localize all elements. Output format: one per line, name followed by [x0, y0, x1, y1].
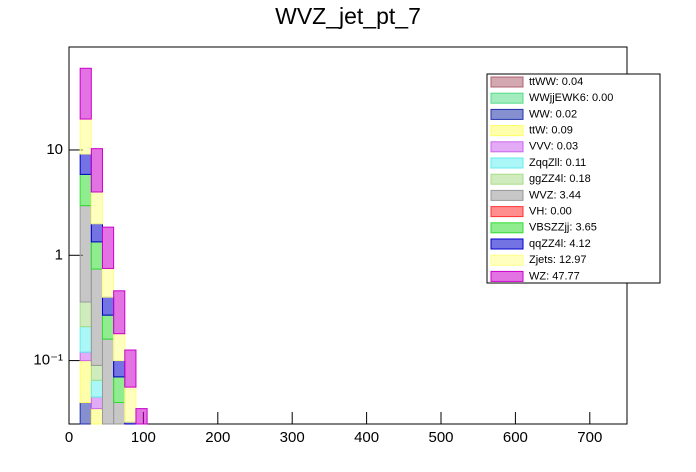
legend-swatch	[490, 92, 524, 104]
y-tick-label: 1	[55, 246, 63, 263]
bar-segment	[90, 364, 103, 381]
bar-segment	[90, 268, 103, 366]
legend-label: WWjjEWK6: 0.00	[529, 92, 613, 104]
bar-segment	[101, 296, 115, 316]
bar-segment	[135, 408, 148, 425]
legend-swatch	[490, 141, 524, 153]
legend-swatch	[490, 222, 524, 234]
y-tick-label: 10⁻¹	[33, 352, 63, 369]
bar-segment	[90, 148, 103, 193]
legend-label: ZqqZll: 0.11	[529, 157, 586, 169]
bar-segment	[79, 153, 92, 175]
bar-segment	[90, 241, 103, 270]
bar-segment	[101, 338, 115, 425]
bar-segment	[113, 402, 126, 425]
legend-swatch	[490, 270, 524, 282]
bar-segment	[79, 173, 92, 207]
legend-swatch	[490, 125, 524, 137]
x-tick-label: 200	[205, 429, 230, 446]
bar-segment	[79, 360, 92, 404]
bar-segment	[90, 191, 103, 225]
legend-label: VBSZZjj: 3.65	[529, 222, 597, 234]
bar-segment	[124, 349, 137, 388]
bar-segment	[79, 67, 92, 120]
legend-swatch	[490, 173, 524, 185]
x-tick-label: 600	[503, 429, 528, 446]
legend-label: Zjets: 12.97	[529, 254, 586, 266]
bar-segment	[79, 326, 92, 353]
legend-label: WZ: 47.77	[529, 270, 580, 282]
x-tick-label: 100	[131, 429, 156, 446]
bar-segment	[113, 360, 126, 378]
bar-segment	[101, 314, 115, 340]
x-tick-label: 700	[577, 429, 602, 446]
bar-segment	[113, 333, 126, 362]
legend-label: WW: 0.02	[529, 108, 577, 120]
chart-title: WVZ_jet_pt_7	[275, 3, 421, 29]
x-tick-label: 500	[428, 429, 453, 446]
legend-swatch	[490, 157, 524, 169]
bar-segment	[90, 408, 103, 425]
legend-label: ggZZ4l: 0.18	[529, 173, 591, 185]
bar-segment	[101, 226, 115, 269]
bar-segment	[79, 402, 92, 425]
legend-swatch	[490, 238, 524, 250]
bar-segment	[90, 223, 103, 243]
bar-segment	[79, 351, 92, 362]
bar-segment	[113, 376, 126, 404]
legend-swatch	[490, 108, 524, 120]
bar-segment	[79, 118, 92, 155]
legend-swatch	[490, 254, 524, 266]
x-tick-label: 0	[65, 429, 73, 446]
bar-segment	[79, 301, 92, 328]
y-tick-label: 10	[46, 141, 63, 158]
bar-segment	[79, 205, 92, 303]
x-tick-label: 300	[280, 429, 305, 446]
bar-segment	[90, 379, 103, 398]
legend-label: ttWW: 0.04	[529, 76, 583, 88]
legend-label: WVZ: 3.44	[529, 189, 581, 201]
bar-segment	[113, 290, 126, 335]
legend-label: qqZZ4l: 4.12	[529, 238, 591, 250]
legend-label: ttW: 0.09	[529, 125, 573, 137]
legend-swatch	[490, 189, 524, 201]
legend-label: VVV: 0.03	[529, 141, 578, 153]
legend-swatch	[490, 206, 524, 218]
bar-segment	[101, 267, 115, 298]
legend-label: VH: 0.00	[529, 206, 572, 218]
x-tick-label: 400	[354, 429, 379, 446]
legend-swatch	[490, 76, 524, 88]
bar-segment	[90, 396, 103, 410]
bar-segment	[124, 386, 137, 423]
